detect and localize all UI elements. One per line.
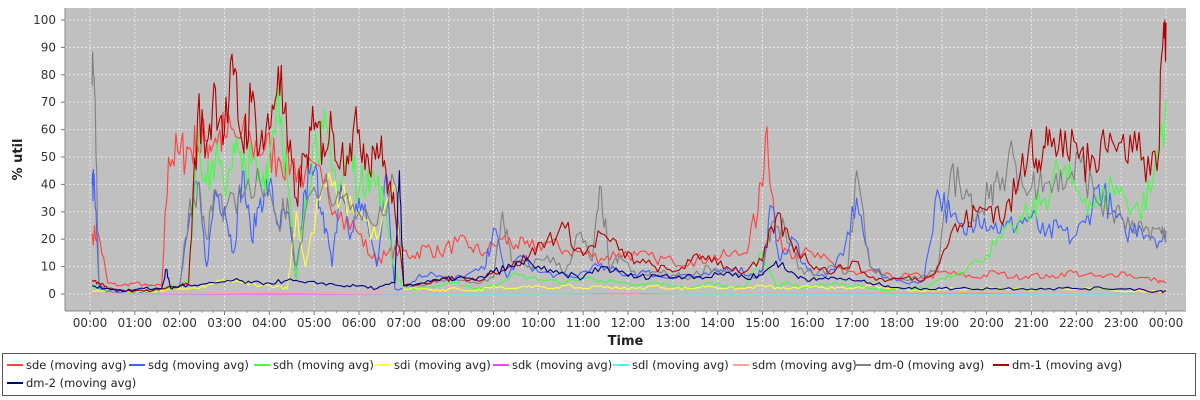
- legend-item: sdh (moving avg): [254, 356, 374, 374]
- x-tick-label: 22:00: [1059, 316, 1094, 330]
- legend-swatch: [493, 364, 509, 366]
- x-tick-label: 01:00: [118, 316, 153, 330]
- y-tick-label: 80: [41, 68, 56, 82]
- x-tick-label: 10:00: [521, 316, 556, 330]
- y-tick-label: 10: [41, 260, 56, 274]
- legend: sde (moving avg) sdg (moving avg) sdh (mov…: [2, 353, 1196, 396]
- x-tick-label: 19:00: [925, 316, 960, 330]
- legend-item: sdm (moving avg): [733, 356, 857, 374]
- x-axis: 00:00 01:00 02:00 03:00 04:00 05:00 06:00 07:00…: [65, 310, 1186, 330]
- legend-label: dm-1 (moving avg): [1012, 358, 1123, 372]
- x-tick-label: 23:00: [1104, 316, 1139, 330]
- legend-label: dm-0 (moving avg): [874, 358, 985, 372]
- x-tick-label: 03:00: [207, 316, 242, 330]
- x-axis-title: Time: [608, 334, 644, 349]
- y-tick-label: 0: [48, 287, 56, 301]
- x-tick-label: 06:00: [342, 316, 377, 330]
- y-axis-title: % util: [11, 139, 26, 181]
- x-tick-label: 16:00: [790, 316, 825, 330]
- legend-swatch: [993, 364, 1009, 366]
- legend-swatch: [129, 364, 145, 366]
- grid: [65, 8, 1186, 311]
- legend-item: sdk (moving avg): [493, 356, 612, 374]
- x-tick-label: 02:00: [162, 316, 197, 330]
- y-axis: 0 10 20 30 40 50 60 70 80 90 100: [33, 8, 66, 311]
- x-tick-label: 08:00: [431, 316, 466, 330]
- legend-item: sdl (moving avg): [613, 356, 729, 374]
- y-tick-label: 70: [41, 95, 56, 109]
- x-tick-label: 00:00: [73, 316, 108, 330]
- series-line-dm-2: [92, 170, 1167, 294]
- series-line-sde: [91, 111, 1167, 287]
- x-tick-label: 14:00: [700, 316, 735, 330]
- legend-swatch: [733, 364, 749, 366]
- legend-item: sdg (moving avg): [129, 356, 249, 374]
- y-tick-label: 40: [41, 177, 56, 191]
- y-tick-label: 20: [41, 232, 56, 246]
- x-tick-label: 09:00: [476, 316, 511, 330]
- y-tick-label: 50: [41, 150, 56, 164]
- x-tick-label: 05:00: [297, 316, 332, 330]
- legend-swatch: [855, 364, 871, 366]
- legend-label: sdm (moving avg): [752, 358, 857, 372]
- series-line-sdi: [92, 172, 1167, 294]
- legend-item: sdi (moving avg): [375, 356, 491, 374]
- series-group: [91, 19, 1167, 295]
- series-line-dm-1: [91, 19, 1167, 293]
- legend-label: sdi (moving avg): [394, 358, 491, 372]
- x-tick-label: 17:00: [835, 316, 870, 330]
- series-line-dm-0: [91, 51, 1167, 294]
- legend-item: sde (moving avg): [7, 356, 127, 374]
- legend-label: sdg (moving avg): [148, 358, 249, 372]
- legend-item: dm-0 (moving avg): [855, 356, 984, 374]
- x-tick-label: 04:00: [252, 316, 287, 330]
- y-tick-label: 90: [41, 40, 56, 54]
- y-tick-label: 60: [41, 123, 56, 137]
- x-tick-label: 13:00: [656, 316, 691, 330]
- x-tick-label: 12:00: [611, 316, 646, 330]
- legend-item: dm-1 (moving avg): [993, 356, 1122, 374]
- legend-label: dm-2 (moving avg): [26, 376, 137, 390]
- series-line-sdm: [92, 291, 1167, 295]
- y-tick-label: 30: [41, 205, 56, 219]
- x-tick-label: 21:00: [1014, 316, 1049, 330]
- legend-swatch: [7, 364, 23, 366]
- x-tick-label: 15:00: [745, 316, 780, 330]
- y-tick-label: 100: [33, 13, 56, 27]
- legend-swatch: [613, 364, 629, 366]
- legend-swatch: [375, 364, 391, 366]
- legend-item: dm-2 (moving avg): [7, 374, 136, 392]
- legend-swatch: [254, 364, 270, 366]
- plot-area: [65, 8, 1186, 311]
- x-tick-label: 07:00: [387, 316, 422, 330]
- legend-label: sdh (moving avg): [273, 358, 374, 372]
- legend-label: sde (moving avg): [26, 358, 127, 372]
- legend-swatch: [7, 382, 23, 384]
- x-tick-label: 11:00: [566, 316, 601, 330]
- series-line-sdh: [91, 87, 1167, 293]
- legend-label: sdl (moving avg): [632, 358, 729, 372]
- chart-svg: 0 10 20 30 40 50 60 70 80 90 100 00:00 01:00 02:00 03…: [11, 8, 1186, 349]
- x-tick-label: 18:00: [880, 316, 915, 330]
- x-tick-label: 00:00: [1149, 316, 1184, 330]
- x-tick-label: 20:00: [969, 316, 1004, 330]
- legend-label: sdk (moving avg): [512, 358, 613, 372]
